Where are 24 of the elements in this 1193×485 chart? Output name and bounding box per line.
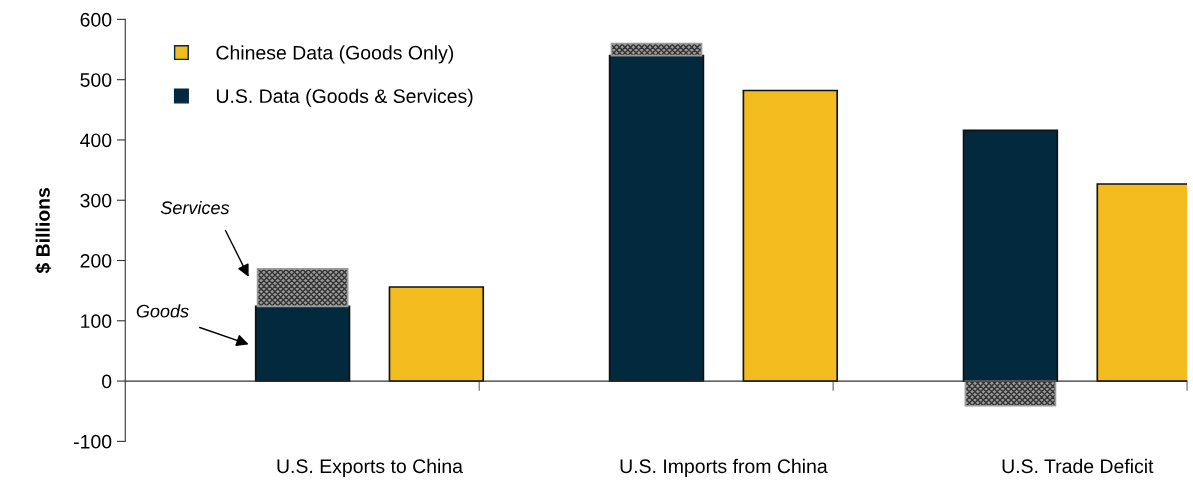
y-tick-label: 400 — [80, 133, 112, 148]
bar — [388, 286, 485, 382]
y-tick-label: 200 — [80, 253, 112, 268]
x-tick-label: U.S. Imports from China — [620, 458, 828, 477]
y-tick-label: 500 — [80, 73, 112, 87]
bar — [962, 129, 1059, 382]
y-tick-label: -100 — [74, 434, 112, 449]
bar — [742, 89, 839, 382]
bar — [608, 54, 705, 382]
bar — [964, 380, 1057, 407]
annotation: Goods — [136, 304, 189, 318]
bar — [254, 305, 351, 382]
x-tick-label: U.S. Trade Deficit — [1002, 458, 1154, 474]
bar — [610, 42, 703, 57]
y-tick-label: 300 — [80, 193, 112, 208]
y-axis-title: $ Billions — [35, 187, 52, 274]
y-tick-label: 600 — [80, 12, 112, 27]
bar — [256, 268, 349, 308]
y-tick-label: 0 — [102, 374, 112, 389]
legend-label: U.S. Data (Goods & Services) — [216, 88, 473, 107]
y-tick-label: 100 — [81, 314, 112, 329]
x-tick-label: U.S. Exports to China — [277, 458, 463, 477]
legend-label: Chinese Data (Goods Only) — [216, 45, 454, 64]
annotation: Services — [160, 200, 230, 215]
